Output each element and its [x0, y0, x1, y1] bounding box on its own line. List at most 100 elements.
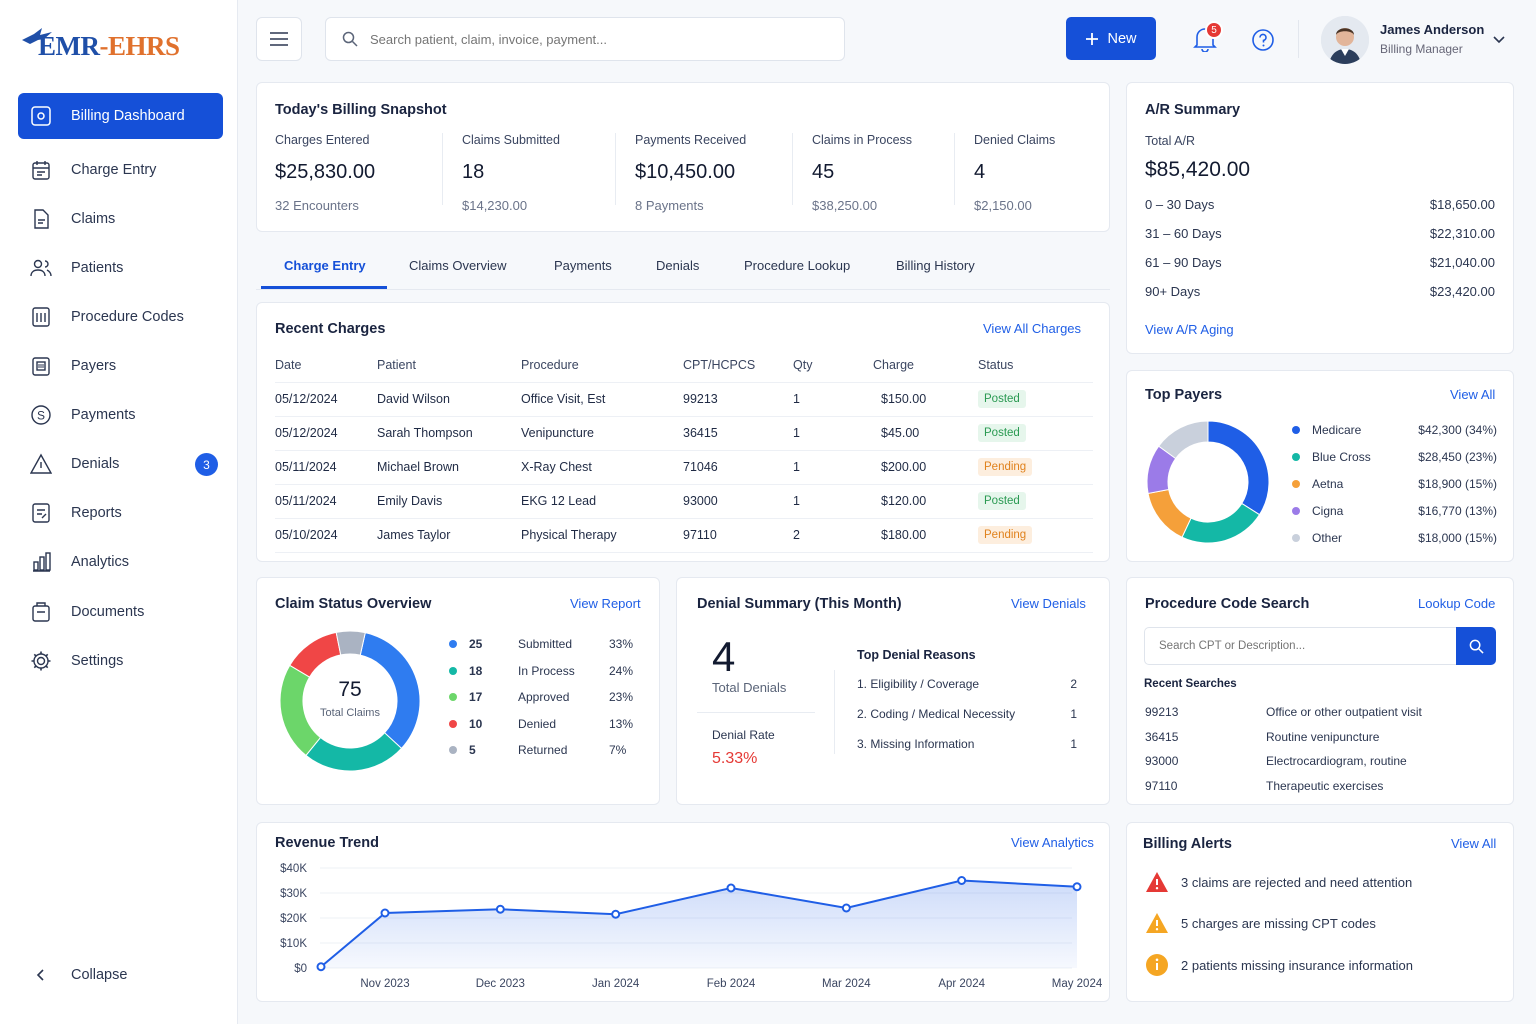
info-circle-icon — [1145, 953, 1169, 977]
revenue-point[interactable] — [957, 876, 967, 885]
sidebar-item-label: Payments — [71, 407, 136, 423]
sidebar-item-billing-dashboard[interactable]: Billing Dashboard — [18, 93, 223, 139]
tab-charge-entry[interactable]: Charge Entry — [284, 258, 366, 273]
table-row[interactable]: 05/11/2024 Emily Davis EKG 12 Lead 93000 1 $1… — [275, 484, 1093, 519]
donut-slice-in-process[interactable] — [305, 732, 403, 772]
denial-reason-label: 1. Eligibility / Coverage — [857, 677, 980, 691]
table-row[interactable]: 05/10/2024 James Taylor Physical Therapy 97… — [275, 518, 1093, 553]
view-denials-link[interactable]: View Denials — [1011, 596, 1086, 611]
cell-patient: Michael Brown — [377, 450, 521, 485]
view-all-alerts-link[interactable]: View All — [1451, 836, 1497, 851]
revenue-point[interactable] — [841, 903, 851, 913]
legend-dot — [1292, 453, 1300, 461]
claim-pct: 33% — [609, 637, 634, 651]
global-search[interactable] — [325, 17, 845, 61]
view-analytics-link[interactable]: View Analytics — [1011, 835, 1094, 850]
tab-denials[interactable]: Denials — [656, 258, 700, 273]
user-menu-chevron-icon[interactable] — [1493, 32, 1505, 47]
view-all-charges-link[interactable]: View All Charges — [983, 321, 1082, 336]
donut-slice-blue-cross[interactable] — [1181, 502, 1261, 544]
sidebar-item-denials[interactable]: Denials 3 — [18, 441, 223, 487]
notifications-button[interactable]: 5 — [1193, 21, 1223, 54]
user-name[interactable]: James Anderson — [1380, 22, 1485, 37]
revenue-point[interactable] — [316, 962, 326, 972]
sidebar-item-label: Reports — [71, 505, 122, 521]
top-payers-card: Top Payers View All Medicare $42,300 (34%… — [1126, 370, 1514, 562]
collapse-button[interactable]: Collapse — [18, 952, 223, 998]
revenue-point[interactable] — [495, 904, 505, 914]
donut-slice-denied[interactable] — [289, 631, 342, 678]
table-row[interactable]: 05/12/2024 David Wilson Office Visit, Est 9… — [275, 382, 1093, 417]
donut-slice-returned[interactable] — [335, 630, 366, 656]
claim-legend-item: 18 In Process 24% — [449, 664, 634, 680]
tab-payments[interactable]: Payments — [554, 258, 612, 273]
billing-alert-item[interactable]: 2 patients missing insurance information — [1145, 953, 1413, 977]
view-ar-aging-link[interactable]: View A/R Aging — [1145, 322, 1234, 337]
sidebar-item-charge-entry[interactable]: Charge Entry — [18, 147, 223, 193]
revenue-point[interactable] — [380, 908, 390, 918]
svg-text:S: S — [37, 409, 45, 423]
cell-date: 05/11/2024 — [275, 484, 377, 519]
tab-claims-overview[interactable]: Claims Overview — [409, 258, 507, 273]
menu-button[interactable] — [256, 17, 302, 61]
claim-count: 5 — [469, 743, 476, 757]
folder-icon — [30, 601, 52, 623]
denial-rate-value: 5.33% — [712, 750, 758, 767]
billing-alert-item[interactable]: 3 claims are rejected and need attention — [1145, 871, 1412, 893]
search-input[interactable] — [370, 31, 810, 47]
alert-text: 5 charges are missing CPT codes — [1181, 915, 1376, 931]
lookup-code-link[interactable]: Lookup Code — [1418, 596, 1496, 611]
sidebar-item-reports[interactable]: Reports — [18, 490, 223, 536]
sidebar-item-analytics[interactable]: Analytics — [18, 539, 223, 585]
metric-label: Denied Claims — [974, 133, 1056, 147]
cpt-search-field[interactable] — [1144, 627, 1457, 665]
donut-slice-other[interactable] — [1157, 420, 1209, 460]
sidebar-item-documents[interactable]: Documents — [18, 589, 223, 635]
sidebar-item-claims[interactable]: Claims — [18, 196, 223, 242]
sidebar-item-payments[interactable]: S Payments — [18, 392, 223, 438]
revenue-line — [320, 879, 1078, 968]
billing-snapshot-card: Today's Billing Snapshot Charges Entered… — [256, 82, 1110, 232]
cell-patient: Emily Davis — [377, 484, 521, 519]
cell-cpt: 99213 — [683, 382, 793, 417]
denial-reason-count: 1 — [1070, 707, 1077, 721]
revenue-point[interactable] — [726, 883, 736, 893]
sidebar-item-procedure-codes[interactable]: Procedure Codes — [18, 294, 223, 340]
donut-slice-aetna[interactable] — [1147, 488, 1192, 538]
sidebar-item-label: Patients — [71, 260, 124, 276]
app-logo[interactable]: EMR-EHRS — [20, 24, 180, 68]
sidebar-item-patients[interactable]: Patients — [18, 245, 223, 291]
tab-procedure-lookup[interactable]: Procedure Lookup — [744, 258, 851, 273]
claim-pct: 24% — [609, 663, 634, 678]
cpt-search-button[interactable] — [1456, 627, 1496, 665]
help-icon — [1252, 29, 1274, 51]
donut-slice-medicare[interactable] — [1207, 420, 1270, 516]
table-row[interactable]: 05/12/2024 Sarah Thompson Venipuncture 3641… — [275, 416, 1093, 451]
alert-text: 3 claims are rejected and need attention — [1181, 874, 1413, 890]
cpt-search-input[interactable] — [1159, 640, 1439, 652]
view-report-link[interactable]: View Report — [570, 596, 641, 611]
procedure-search-title: Procedure Code Search — [1145, 596, 1310, 612]
x-tick-label: Mar 2024 — [822, 978, 871, 990]
claim-status-label: Submitted — [518, 637, 573, 651]
cell-qty: 2 — [793, 518, 873, 553]
payer-value: $18,900 (15%) — [1418, 477, 1497, 491]
new-button[interactable]: New — [1066, 17, 1156, 60]
revenue-point[interactable] — [1072, 882, 1082, 892]
view-all-payers-link[interactable]: View All — [1450, 387, 1496, 402]
snapshot-metric: Claims in Process 45 $38,250.00 — [812, 133, 912, 213]
header-divider — [1298, 20, 1299, 58]
metric-value: $10,450.00 — [635, 161, 736, 183]
sidebar-item-settings[interactable]: Settings — [18, 638, 223, 684]
metric-label: Claims in Process — [812, 133, 913, 147]
revenue-point[interactable] — [611, 909, 621, 919]
billing-alert-item[interactable]: 5 charges are missing CPT codes — [1145, 912, 1376, 934]
cell-status: Posted — [978, 484, 1093, 519]
sidebar-item-payers[interactable]: Payers — [18, 343, 223, 389]
table-row[interactable]: 05/11/2024 Michael Brown X-Ray Chest 71046 1… — [275, 450, 1093, 485]
tab-billing-history[interactable]: Billing History — [896, 258, 975, 273]
snapshot-divider — [615, 133, 616, 205]
claim-legend-item: 25 Submitted 33% — [449, 637, 634, 653]
help-button[interactable] — [1251, 28, 1275, 55]
avatar[interactable] — [1321, 16, 1369, 64]
